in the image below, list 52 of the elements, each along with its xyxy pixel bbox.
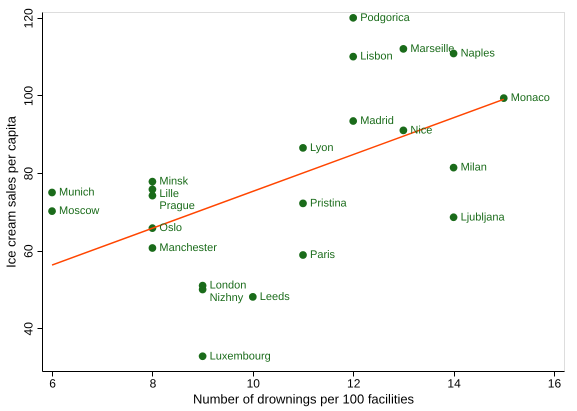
point — [48, 207, 56, 215]
annotation: Naples — [460, 48, 496, 60]
point — [400, 45, 408, 53]
annotation: Prague — [159, 200, 195, 212]
point — [450, 164, 458, 172]
x-tick-label: 6 — [49, 376, 56, 390]
annotation: Madrid — [360, 115, 394, 128]
y-tick-label: 80 — [22, 166, 36, 180]
annotation: Luxembourg — [210, 350, 271, 362]
point — [198, 352, 206, 360]
annotation: Munich — [59, 186, 95, 198]
point — [148, 192, 156, 200]
y-tick-label: 120 — [22, 8, 36, 28]
annotation: Paris — [310, 248, 336, 261]
annotation: London — [210, 280, 246, 292]
point — [248, 293, 257, 301]
annotation: Lisbon — [360, 50, 393, 63]
point — [148, 178, 156, 186]
annotation: Pristina — [310, 197, 348, 210]
point — [349, 52, 358, 60]
annotation: Monaco — [510, 92, 550, 104]
point — [349, 117, 358, 125]
point — [299, 199, 307, 208]
annotation: Minsk — [159, 176, 189, 188]
annotation: Leeds — [260, 290, 290, 303]
annotation: Ljubljana — [460, 211, 506, 224]
y-axis-title: Ice cream sales per capita — [4, 115, 18, 268]
x-tick-label: 14 — [447, 376, 462, 390]
point — [400, 126, 408, 134]
y-tick-label: 60 — [22, 244, 36, 258]
point — [299, 251, 307, 259]
x-axis-title: Number of drownings per 100 facilities — [192, 392, 415, 406]
y-tick-label: 40 — [22, 322, 36, 336]
annotation: Oslo — [159, 222, 182, 234]
x-tick-label: 10 — [246, 376, 260, 390]
annotation: Manchester — [159, 242, 218, 254]
annotation: Lyon — [310, 142, 334, 154]
annotation: Moscow — [59, 205, 100, 218]
y-tick-label: 100 — [22, 86, 36, 106]
point — [299, 144, 307, 152]
point — [48, 188, 56, 196]
point — [349, 14, 358, 22]
annotation: Marseille — [410, 42, 454, 55]
annotation: Podgorica — [360, 12, 411, 24]
annotation: Lille — [159, 188, 179, 200]
point — [148, 244, 156, 252]
x-tick-label: 8 — [150, 376, 157, 390]
point — [450, 213, 458, 222]
annotation: Milan — [460, 162, 487, 174]
x-tick-label: 16 — [548, 376, 562, 390]
x-tick-label: 12 — [347, 376, 361, 390]
annotation: Nizhny — [210, 292, 244, 304]
